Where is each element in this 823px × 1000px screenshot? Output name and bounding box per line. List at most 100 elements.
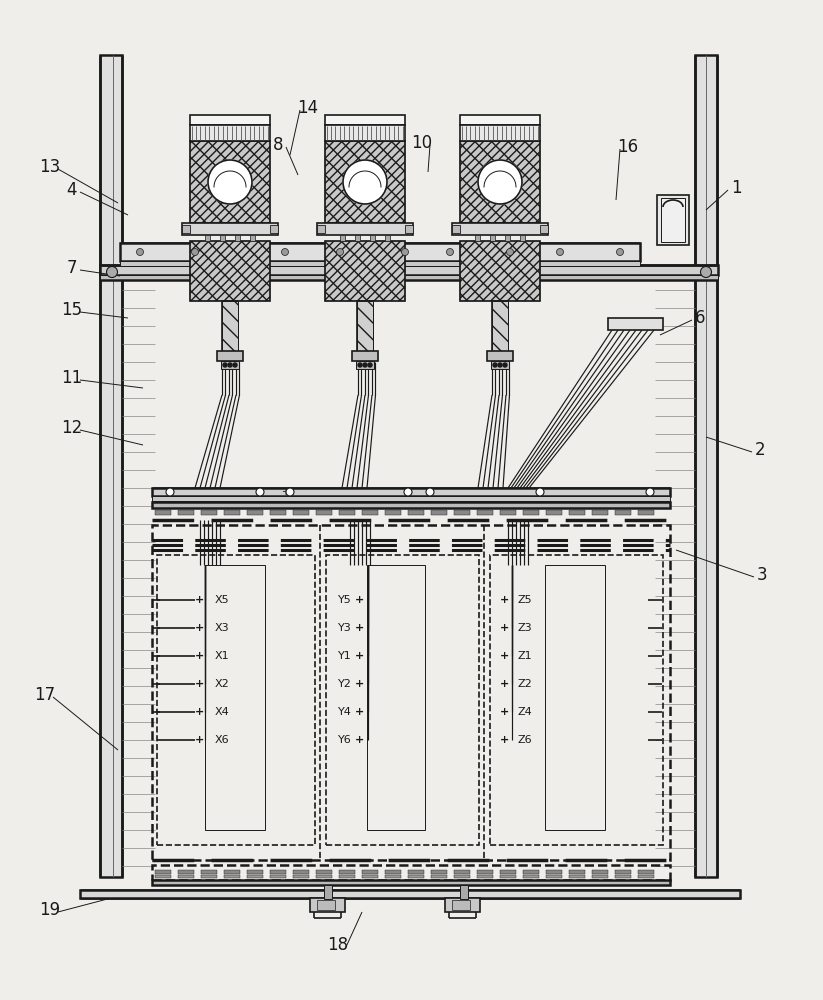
Bar: [523, 510, 539, 515]
Text: Z4: Z4: [518, 707, 532, 717]
Text: 13: 13: [40, 158, 61, 176]
Bar: [155, 870, 171, 874]
Text: 2: 2: [755, 441, 765, 459]
Bar: [316, 875, 332, 878]
Circle shape: [503, 363, 507, 367]
Text: +: +: [195, 735, 205, 745]
Text: +: +: [195, 595, 205, 605]
Bar: [452, 223, 548, 235]
Bar: [362, 510, 378, 515]
Bar: [325, 125, 405, 141]
Bar: [190, 125, 270, 141]
Circle shape: [337, 248, 343, 255]
Bar: [477, 510, 493, 515]
Circle shape: [478, 160, 522, 204]
Circle shape: [404, 488, 412, 496]
Bar: [270, 870, 286, 874]
Bar: [270, 875, 286, 878]
Text: Y3: Y3: [338, 623, 351, 633]
Bar: [490, 235, 495, 241]
Text: Z2: Z2: [518, 679, 532, 689]
Bar: [317, 225, 325, 233]
Bar: [178, 510, 194, 515]
Bar: [431, 870, 447, 874]
Text: 1: 1: [731, 179, 742, 197]
Text: 3: 3: [756, 566, 767, 584]
Bar: [540, 225, 548, 233]
Bar: [152, 488, 670, 496]
Bar: [638, 510, 654, 515]
Text: +: +: [195, 707, 205, 717]
Bar: [152, 496, 670, 501]
Text: X1: X1: [215, 651, 230, 661]
Bar: [487, 351, 513, 361]
Bar: [592, 875, 608, 878]
Bar: [454, 870, 470, 874]
Bar: [431, 875, 447, 878]
Circle shape: [106, 266, 118, 277]
Circle shape: [228, 363, 232, 367]
Bar: [325, 141, 405, 223]
Bar: [491, 361, 509, 369]
Bar: [460, 115, 540, 125]
Bar: [357, 301, 373, 351]
Text: X5: X5: [215, 595, 230, 605]
Bar: [460, 885, 468, 899]
Bar: [492, 301, 508, 351]
Bar: [546, 870, 562, 874]
Text: 18: 18: [328, 936, 349, 954]
Circle shape: [343, 160, 387, 204]
Bar: [190, 115, 270, 125]
Bar: [270, 510, 286, 515]
Bar: [317, 223, 413, 235]
Text: Z6: Z6: [518, 735, 532, 745]
Text: +: +: [356, 735, 365, 745]
Bar: [657, 195, 689, 245]
Bar: [615, 870, 631, 874]
Bar: [155, 510, 171, 515]
Bar: [362, 875, 378, 878]
Bar: [340, 235, 345, 241]
Text: 8: 8: [272, 136, 283, 154]
Bar: [505, 235, 510, 241]
Text: Y2: Y2: [338, 679, 352, 689]
Circle shape: [363, 363, 367, 367]
Bar: [80, 890, 740, 898]
Bar: [520, 235, 525, 241]
Text: 7: 7: [67, 259, 77, 277]
Bar: [362, 870, 378, 874]
Bar: [217, 351, 243, 361]
Bar: [408, 875, 424, 878]
Bar: [431, 510, 447, 515]
Bar: [385, 510, 401, 515]
Bar: [247, 875, 263, 878]
Text: Z3: Z3: [518, 623, 532, 633]
Bar: [357, 301, 373, 351]
Bar: [367, 565, 425, 830]
Circle shape: [426, 488, 434, 496]
Bar: [201, 870, 217, 874]
Bar: [608, 318, 663, 330]
Bar: [460, 141, 540, 223]
Bar: [201, 875, 217, 878]
Bar: [638, 870, 654, 874]
Bar: [178, 875, 194, 878]
Bar: [157, 555, 315, 845]
Bar: [152, 525, 670, 860]
Bar: [661, 198, 685, 242]
Text: X3: X3: [215, 623, 230, 633]
Text: +: +: [500, 707, 509, 717]
Bar: [224, 510, 240, 515]
Bar: [500, 870, 516, 874]
Bar: [235, 235, 240, 241]
Bar: [325, 241, 405, 301]
Bar: [615, 510, 631, 515]
Bar: [638, 875, 654, 878]
Text: Y5: Y5: [338, 595, 351, 605]
Bar: [205, 565, 265, 830]
Circle shape: [233, 363, 237, 367]
Circle shape: [556, 248, 564, 255]
Text: X4: X4: [215, 707, 230, 717]
Bar: [546, 875, 562, 878]
Bar: [190, 241, 270, 301]
